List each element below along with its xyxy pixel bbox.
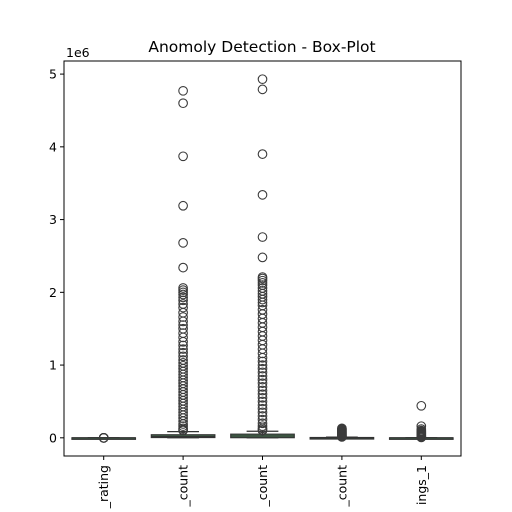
outlier-point <box>178 312 188 322</box>
x-tick-label: _count <box>255 465 270 508</box>
outlier-point <box>257 425 268 436</box>
y-tick-label: 0 <box>49 430 57 445</box>
outlier-point <box>257 360 268 370</box>
x-tick-label: _count <box>334 465 349 508</box>
x-tick-label: _rating <box>96 465 111 509</box>
outlier-point <box>178 316 188 327</box>
outlier-point <box>178 295 188 306</box>
outlier-point <box>257 403 268 414</box>
outlier-point <box>178 200 188 211</box>
outlier-point <box>178 98 188 109</box>
outlier-point <box>178 238 188 248</box>
outlier-point <box>257 189 268 200</box>
outlier-point <box>178 320 188 330</box>
outlier-point <box>257 396 268 407</box>
outlier-point <box>257 297 268 308</box>
x-axis: _rating _count _count _count ings_1 <box>96 456 429 509</box>
outlier-point <box>178 413 188 424</box>
box-group-2 <box>150 85 216 439</box>
y-tick-label: 5 <box>49 67 57 82</box>
outlier-point <box>178 151 188 162</box>
outlier-point <box>257 356 268 367</box>
outlier-point <box>257 232 268 242</box>
box-group-4 <box>309 423 375 442</box>
outlier-point <box>257 367 268 378</box>
chart-title: Anomoly Detection - Box-Plot <box>148 38 375 56</box>
outlier-point <box>257 149 268 159</box>
y-tick-label: 4 <box>49 139 57 154</box>
outlier-point <box>178 332 188 343</box>
box-group-5 <box>388 400 454 443</box>
outlier-point <box>257 294 268 305</box>
outlier-point <box>178 302 188 313</box>
outlier-point <box>178 425 188 436</box>
outlier-point <box>257 74 268 85</box>
plot-area <box>71 74 454 443</box>
box-group-3 <box>230 74 295 439</box>
outlier-point <box>257 363 268 374</box>
outlier-point <box>257 348 268 359</box>
box-group-1 <box>71 432 137 443</box>
outlier-point <box>416 400 427 411</box>
outlier-point <box>416 432 427 443</box>
outlier-point <box>178 85 188 96</box>
x-tick-label: ings_1 <box>414 465 429 505</box>
outlier-point <box>98 432 109 443</box>
outlier-point <box>178 289 188 300</box>
outlier-point <box>257 385 268 396</box>
y-tick-label: 3 <box>49 212 57 227</box>
outlier-point <box>257 84 268 95</box>
outlier-point <box>178 347 188 358</box>
outlier-point <box>257 389 268 400</box>
outlier-point <box>257 418 268 429</box>
outlier-point <box>257 378 268 389</box>
y-tick-label: 2 <box>49 285 57 300</box>
outlier-point <box>257 392 268 403</box>
outlier-point <box>257 352 268 363</box>
outlier-point <box>178 344 188 354</box>
outlier-point <box>257 407 268 418</box>
outlier-point <box>337 432 347 442</box>
plot-frame <box>63 60 462 457</box>
outlier-point <box>257 382 268 392</box>
outlier-point <box>257 252 268 263</box>
y-axis-offset-label: 1e6 <box>66 45 90 60</box>
outlier-point <box>257 374 268 385</box>
y-axis: 0 1 2 3 4 5 <box>49 67 64 445</box>
outlier-point <box>257 400 268 410</box>
outlier-point <box>178 351 188 362</box>
x-tick-label: _count <box>176 465 191 508</box>
outlier-point <box>178 292 188 303</box>
outlier-point <box>178 336 188 347</box>
outlier-point <box>257 411 268 421</box>
y-tick-label: 1 <box>49 358 57 373</box>
outlier-point <box>178 340 188 351</box>
outlier-point <box>257 371 268 381</box>
outlier-point <box>178 262 188 273</box>
